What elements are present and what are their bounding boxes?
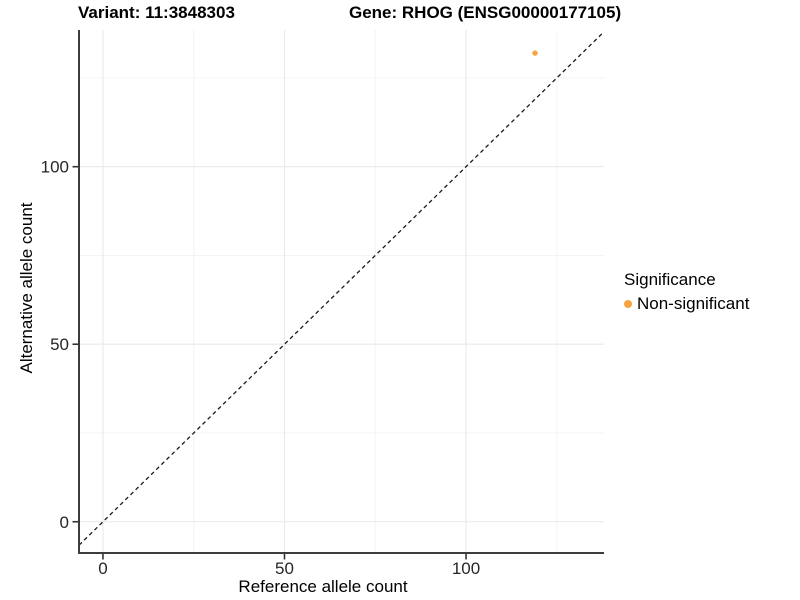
identity-line bbox=[78, 31, 605, 546]
legend-item: Non-significant bbox=[624, 294, 749, 314]
x-tick-label: 100 bbox=[452, 559, 480, 578]
variant-title: Variant: 11:3848303 bbox=[78, 3, 235, 22]
y-tick-label: 50 bbox=[50, 335, 69, 354]
legend-point-icon bbox=[624, 300, 632, 308]
legend: Significance Non-significant bbox=[624, 270, 749, 314]
x-axis-label: Reference allele count bbox=[238, 577, 408, 596]
legend-title: Significance bbox=[624, 270, 716, 289]
legend-item-label: Non-significant bbox=[637, 294, 750, 313]
data-point bbox=[532, 50, 538, 56]
y-tick-label: 0 bbox=[60, 513, 69, 532]
x-tick-label: 0 bbox=[98, 559, 107, 578]
gene-title: Gene: RHOG (ENSG00000177105) bbox=[349, 3, 622, 22]
y-tick-label: 100 bbox=[41, 158, 69, 177]
x-tick-label: 50 bbox=[275, 559, 294, 578]
